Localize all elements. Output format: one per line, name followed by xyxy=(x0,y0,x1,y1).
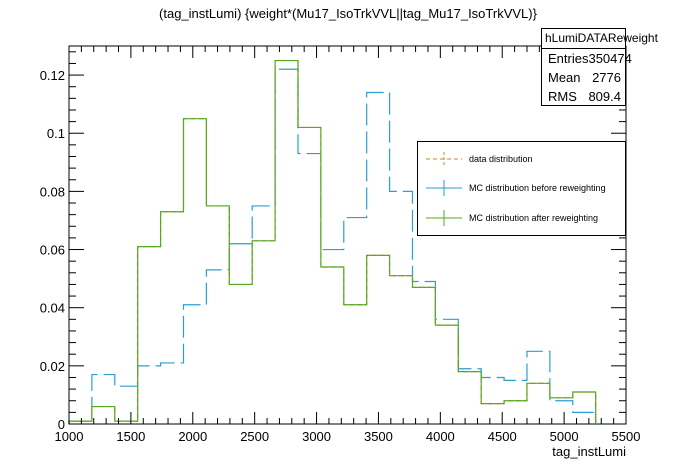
stats-entries-row: Entries 350474 xyxy=(542,49,632,68)
stats-mean-row: Mean 2776 xyxy=(542,68,625,87)
legend-marker-data xyxy=(426,152,462,166)
x-axis-label: tag_instLumi xyxy=(552,444,626,459)
stats-rms-value: 809.4 xyxy=(588,89,621,104)
x-tick-label: 1500 xyxy=(116,429,145,444)
y-tick-label: 0.08 xyxy=(40,184,65,199)
legend-label-mc-after: MC distribution after reweighting xyxy=(469,213,599,223)
y-tick-label: 0.1 xyxy=(47,126,65,141)
stats-title: hLumiDATAReweight xyxy=(542,29,658,49)
x-tick-label: 2000 xyxy=(178,429,207,444)
stats-entries-label: Entries xyxy=(548,51,589,66)
stats-box: hLumiDATAReweight Entries 350474 Mean 27… xyxy=(541,28,658,106)
stats-rms-label: RMS xyxy=(548,89,577,104)
legend-label-data: data distribution xyxy=(469,154,533,164)
plot-frame xyxy=(68,45,627,425)
x-tick-label: 5000 xyxy=(550,429,579,444)
legend-marker-mc-after xyxy=(426,210,462,226)
legend-label-mc-before: MC distribution before reweighting xyxy=(469,183,606,193)
x-tick-label: 5500 xyxy=(612,429,641,444)
y-tick-label: 0.04 xyxy=(40,301,65,316)
y-tick-label: 0 xyxy=(58,417,65,432)
x-tick-label: 1000 xyxy=(55,429,84,444)
chart-title: (tag_instLumi) {weight*(Mu17_IsoTrkVVL||… xyxy=(159,6,537,21)
x-tick-label: 3500 xyxy=(364,429,393,444)
x-tick-label: 3000 xyxy=(302,429,331,444)
series-line-0 xyxy=(68,59,597,424)
series-layer xyxy=(0,59,597,425)
legend-item-data: data distribution xyxy=(418,149,627,169)
series-line-2 xyxy=(68,59,597,424)
x-tick-label: 4500 xyxy=(488,429,517,444)
y-tick-label: 0.02 xyxy=(40,359,65,374)
stats-entries-value: 350474 xyxy=(588,51,632,66)
legend-item-mc-before: MC distribution before reweighting xyxy=(418,178,627,198)
legend-marker-mc-before xyxy=(426,180,462,196)
x-tick-label: 4000 xyxy=(426,429,455,444)
axis-layer: 1000 1500 2000 2500 3000 3500 4000 4500 5000 5500… xyxy=(40,46,641,444)
legend: data distribution MC distribution before… xyxy=(417,141,626,236)
x-tick-label: 2500 xyxy=(240,429,269,444)
y-tick-label: 0.12 xyxy=(40,68,65,83)
legend-item-mc-after: MC distribution after reweighting xyxy=(418,208,627,228)
stats-rms-row: RMS 809.4 xyxy=(542,87,625,106)
y-tick-label: 0.06 xyxy=(40,243,65,258)
stats-mean-label: Mean xyxy=(548,70,581,85)
stats-mean-value: 2776 xyxy=(592,70,621,85)
